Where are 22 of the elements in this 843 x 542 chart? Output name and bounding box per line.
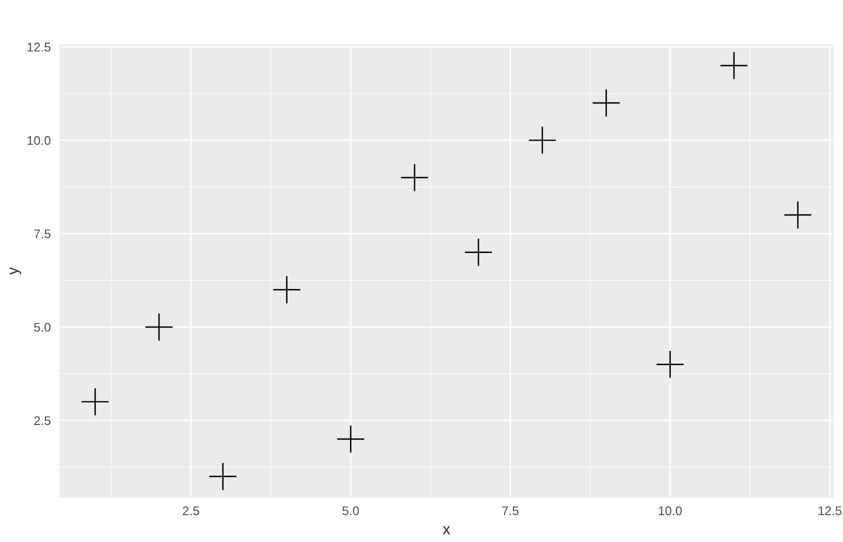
y-tick-label: 12.5 [28, 42, 50, 52]
y-tick-label: 5.0 [34, 322, 50, 332]
y-axis-title: y [10, 267, 22, 275]
point [337, 426, 364, 453]
x-axis-title: x [442, 526, 450, 534]
y-tick-label: 10.0 [28, 136, 50, 145]
point [784, 201, 812, 229]
point [592, 89, 620, 116]
point [273, 276, 300, 304]
point [464, 238, 492, 266]
point [401, 164, 428, 192]
x-tick-label: 2.5 [182, 506, 200, 516]
point [209, 462, 236, 490]
x-tick-label: 5.0 [342, 506, 359, 516]
point [82, 388, 109, 416]
x-tick-label: 7.5 [502, 506, 519, 516]
point [656, 350, 684, 378]
y-tick-label: 7.5 [34, 230, 50, 238]
y-tick-label: 2.5 [34, 416, 50, 426]
x-tick-label: 10.0 [658, 506, 682, 516]
x-tick-label: 12.5 [818, 506, 842, 516]
point [528, 126, 556, 154]
